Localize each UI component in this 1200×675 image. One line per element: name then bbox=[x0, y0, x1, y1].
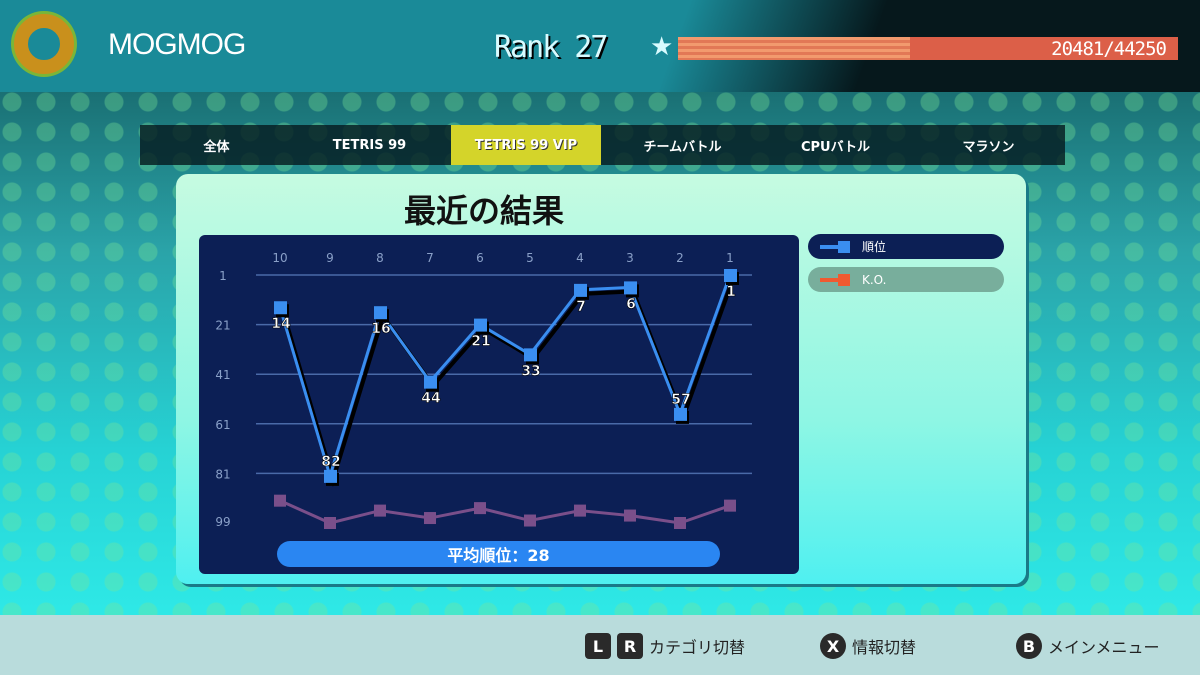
x-button-icon: X bbox=[820, 633, 846, 659]
y-tick-label: 1 bbox=[219, 269, 227, 283]
y-tick-label: 41 bbox=[215, 368, 230, 382]
y-tick-label: 99 bbox=[215, 515, 230, 529]
x-tick-label: 7 bbox=[426, 251, 434, 265]
rank-point bbox=[474, 318, 487, 332]
legend-label: 順位 bbox=[862, 240, 887, 254]
rank-point bbox=[574, 283, 587, 297]
rank-data-label: 7 bbox=[576, 299, 586, 315]
x-tick-label: 4 bbox=[576, 251, 584, 265]
x-tick-label: 8 bbox=[376, 251, 384, 265]
rank-data-label: 21 bbox=[471, 334, 490, 350]
hint-label: メインメニュー bbox=[1048, 638, 1160, 657]
x-tick-label: 1 bbox=[726, 251, 734, 265]
tab-marathon[interactable]: マラソン bbox=[962, 139, 1015, 155]
l-button-icon: L bbox=[585, 633, 611, 659]
tab-tetris99[interactable]: TETRIS 99 bbox=[332, 137, 407, 153]
rank-point bbox=[324, 469, 337, 483]
ko-point bbox=[324, 517, 336, 529]
average-rank-badge: 平均順位：28 bbox=[277, 541, 720, 567]
hint-label: 情報切替 bbox=[852, 638, 917, 657]
y-tick-label: 21 bbox=[215, 319, 230, 333]
brand-name: MOGMOG bbox=[108, 28, 246, 61]
hint-category-switch[interactable]: L R カテゴリ切替 bbox=[585, 633, 745, 659]
star-icon: ★ bbox=[650, 32, 674, 62]
hint-main-menu[interactable]: B メインメニュー bbox=[1016, 633, 1160, 659]
ko-point bbox=[374, 504, 386, 517]
rank-label: Rank 27 bbox=[494, 30, 608, 65]
category-tabs: 全体 TETRIS 99 TETRIS 99 VIP チームバトル CPUバトル… bbox=[140, 125, 1065, 165]
rank-line bbox=[278, 274, 732, 482]
ko-point bbox=[524, 514, 536, 527]
rank-data-label: 57 bbox=[671, 392, 690, 408]
rank-data-label: 14 bbox=[271, 316, 291, 332]
rank-data-label: 82 bbox=[321, 454, 340, 470]
ko-point bbox=[274, 494, 286, 507]
y-tick-label: 81 bbox=[215, 467, 230, 481]
rank-series-icon bbox=[820, 240, 850, 253]
x-tick-label: 2 bbox=[676, 251, 684, 265]
r-button-icon: R bbox=[617, 633, 643, 659]
ko-point bbox=[574, 504, 586, 517]
ko-point bbox=[674, 517, 686, 529]
b-button-icon: B bbox=[1016, 633, 1042, 659]
x-tick-label: 3 bbox=[626, 251, 634, 265]
rank-data-label: 33 bbox=[521, 363, 540, 379]
rank-point bbox=[624, 281, 637, 295]
xp-progress-fill bbox=[678, 37, 910, 60]
rank-point bbox=[274, 301, 287, 315]
y-tick-label: 61 bbox=[215, 418, 230, 432]
xp-text: 20481/44250 bbox=[1051, 38, 1167, 60]
rank-data-label: 1 bbox=[726, 284, 736, 300]
x-tick-label: 6 bbox=[476, 251, 484, 265]
x-tick-label: 5 bbox=[526, 251, 534, 265]
rank-data-label: 44 bbox=[421, 391, 441, 407]
ko-point bbox=[474, 502, 486, 515]
rank-point bbox=[674, 407, 687, 421]
x-tick-label: 9 bbox=[326, 251, 334, 265]
ko-series-icon bbox=[820, 273, 850, 286]
hint-info-switch[interactable]: X 情報切替 bbox=[820, 633, 916, 659]
rank-point bbox=[374, 306, 387, 320]
ko-point bbox=[624, 509, 636, 522]
rank-point bbox=[724, 269, 737, 282]
tab-tetris99-vip[interactable]: TETRIS 99 VIP bbox=[451, 125, 601, 165]
tab-all[interactable]: 全体 bbox=[203, 139, 230, 155]
xp-progress-bar: 20481/44250 bbox=[678, 37, 1178, 60]
legend-rank[interactable]: 順位 bbox=[808, 234, 1004, 259]
rank-point bbox=[524, 348, 537, 362]
laurel-logo-icon bbox=[14, 14, 74, 74]
ko-point bbox=[724, 499, 736, 512]
legend-label: K.O. bbox=[862, 272, 887, 287]
legend-ko[interactable]: K.O. bbox=[808, 267, 1004, 292]
tab-cpu-battle[interactable]: CPUバトル bbox=[800, 139, 870, 155]
ko-point bbox=[424, 512, 436, 525]
page-title: 最近の結果 bbox=[404, 192, 565, 230]
tab-team-battle[interactable]: チームバトル bbox=[643, 139, 722, 155]
ko-line bbox=[279, 499, 731, 525]
rank-data-label: 6 bbox=[626, 296, 636, 312]
rank-data-label: 16 bbox=[371, 321, 390, 337]
x-tick-label: 10 bbox=[272, 251, 287, 265]
rank-point bbox=[424, 375, 437, 389]
hint-label: カテゴリ切替 bbox=[649, 638, 746, 657]
